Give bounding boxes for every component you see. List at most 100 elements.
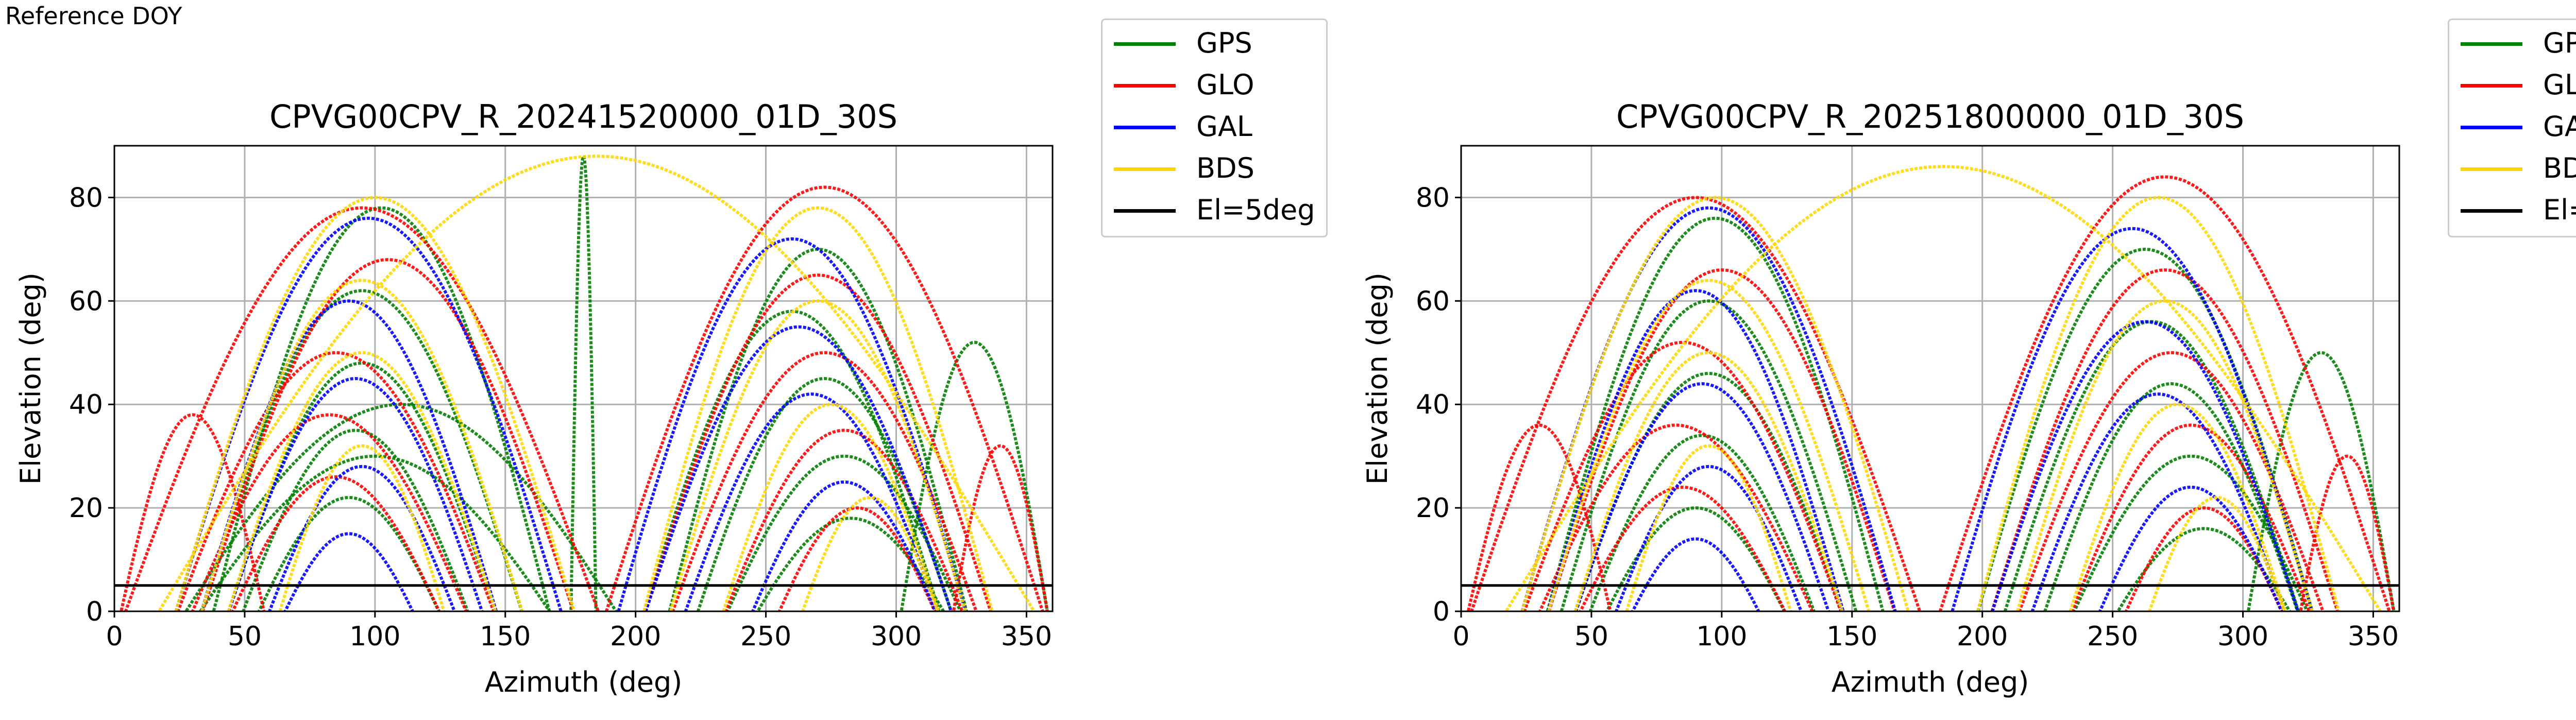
track-gps xyxy=(241,428,469,611)
track-glo xyxy=(1990,268,2340,611)
track-gal xyxy=(644,325,953,611)
track-bds xyxy=(722,403,940,611)
track-glo xyxy=(1470,196,1922,611)
x-tick-label: 200 xyxy=(610,621,661,652)
legend-swatch-elmask xyxy=(2461,209,2522,213)
track-glo xyxy=(1522,340,1843,611)
track-bds xyxy=(1625,444,1792,611)
track-bds xyxy=(174,196,576,611)
track-gps xyxy=(2043,382,2299,611)
legend-label-bds: BDS xyxy=(2543,152,2576,184)
y-tick-label: 60 xyxy=(1416,286,1450,317)
plot-area xyxy=(1466,165,2396,611)
legend-label-gps: GPS xyxy=(2543,27,2576,59)
legend-entry-elmask: El=5deg xyxy=(1114,190,1320,231)
chart-svg-2024: CPVG00CPV_R_20241520000_01D_30S Azimuth … xyxy=(14,98,1054,698)
track-bds xyxy=(278,444,446,611)
track-glo xyxy=(604,185,1044,611)
track-glo xyxy=(643,273,992,611)
x-tick-label: 250 xyxy=(2087,621,2138,652)
legend-entry-glo: GLO xyxy=(2461,64,2576,106)
legend-swatch-gps xyxy=(2461,42,2522,46)
track-gal xyxy=(1631,537,1760,611)
track-gal xyxy=(267,465,456,611)
chart-panel-2025: CPVG00CPV_R_20251800000_01D_30S Azimuth … xyxy=(1347,0,2576,720)
track-glo xyxy=(231,475,441,611)
legend: GPS GLO GAL BDS El=5deg xyxy=(2448,19,2576,237)
track-gal xyxy=(617,237,967,611)
y-tick-label: 40 xyxy=(1416,389,1450,420)
track-gps xyxy=(1605,506,1786,611)
legend-label-glo: GLO xyxy=(2543,68,2576,101)
track-bds xyxy=(801,495,939,611)
x-tick-label: 0 xyxy=(106,621,123,652)
y-tick-label: 0 xyxy=(86,596,103,627)
legend-entry-gal: GAL xyxy=(2461,106,2576,147)
legend-swatch-glo xyxy=(2461,84,2522,88)
x-tick-label: 150 xyxy=(480,621,531,652)
track-gal xyxy=(1574,382,1831,611)
track-gps xyxy=(2073,454,2309,611)
track-glo xyxy=(1579,485,1787,611)
legend-swatch-glo xyxy=(1114,84,1176,88)
chart-title: CPVG00CPV_R_20251800000_01D_30S xyxy=(1616,98,2244,135)
legend-entry-bds: BDS xyxy=(1114,148,1320,189)
track-bds xyxy=(1976,196,2341,611)
track-gps xyxy=(756,517,945,611)
x-tick-label: 300 xyxy=(2217,621,2268,652)
track-gal xyxy=(751,480,937,611)
track-bds xyxy=(2147,495,2286,611)
legend-label-gal: GAL xyxy=(2543,110,2576,143)
track-glo xyxy=(124,206,600,611)
x-tick-label: 350 xyxy=(1001,621,1052,652)
chart-svg-2025: CPVG00CPV_R_20251800000_01D_30S Azimuth … xyxy=(1361,98,2400,698)
track-glo xyxy=(1538,423,1814,611)
x-tick-label: 300 xyxy=(871,621,922,652)
track-glo xyxy=(724,428,964,611)
track-gal xyxy=(1614,465,1803,611)
y-tick-label: 40 xyxy=(69,389,103,420)
chart-title: CPVG00CPV_R_20241520000_01D_30S xyxy=(269,98,897,135)
y-axis-label: Elevation (deg) xyxy=(14,272,47,485)
legend-entry-gal: GAL xyxy=(1114,106,1320,147)
track-glo xyxy=(120,413,266,611)
track-gps xyxy=(1976,247,2314,611)
track-gal xyxy=(684,392,939,611)
track-bds xyxy=(200,279,524,611)
legend-label-bds: BDS xyxy=(1196,152,1255,184)
track-glo xyxy=(1547,268,1896,611)
x-tick-label: 100 xyxy=(349,621,400,652)
x-tick-label: 0 xyxy=(1452,621,1469,652)
track-gps xyxy=(1560,299,1858,611)
track-bds xyxy=(669,299,967,611)
track-gps xyxy=(569,153,598,611)
legend-label-elmask: El=5deg xyxy=(1196,194,1315,226)
legend-entry-elmask: El=5deg xyxy=(2461,190,2576,231)
y-tick-label: 60 xyxy=(69,286,103,317)
track-bds xyxy=(2069,403,2287,611)
track-gps xyxy=(2003,320,2300,611)
track-gal xyxy=(227,376,484,611)
track-gps xyxy=(900,340,1049,611)
legend-swatch-elmask xyxy=(1114,209,1176,213)
axes-frame xyxy=(1460,145,2400,612)
y-tick-label: 80 xyxy=(69,182,103,213)
track-gps xyxy=(200,289,523,611)
track-gal xyxy=(1951,227,2314,611)
track-glo xyxy=(2018,351,2325,611)
track-gps xyxy=(726,454,962,611)
y-tick-label: 0 xyxy=(1433,596,1450,627)
x-tick-label: 50 xyxy=(1574,621,1608,652)
y-axis-label: Elevation (deg) xyxy=(1361,272,1394,485)
track-glo xyxy=(2071,423,2311,611)
track-glo xyxy=(1466,423,1612,611)
legend-label-gal: GAL xyxy=(1196,110,1252,143)
reference-doy-label: Reference DOY xyxy=(5,2,182,30)
x-axis-label: Azimuth (deg) xyxy=(1832,666,2029,698)
track-bds xyxy=(1504,165,2382,611)
track-glo xyxy=(2124,506,2283,611)
chart-panel-2024: CPVG00CPV_R_20241520000_01D_30S Azimuth … xyxy=(14,19,1328,698)
track-bds xyxy=(1520,196,1910,611)
legend-entry-bds: BDS xyxy=(2461,148,2576,189)
legend-swatch-bds xyxy=(1114,167,1176,171)
